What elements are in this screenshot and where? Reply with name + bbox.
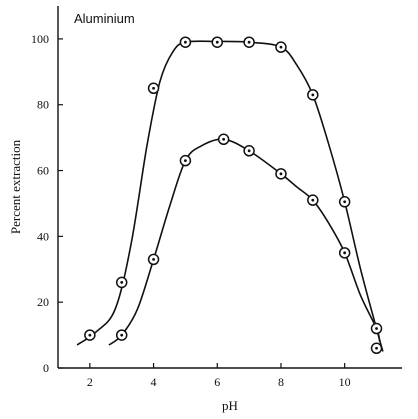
series-2-point [147, 253, 160, 266]
series-1-point [243, 36, 255, 48]
x-tick-label: 6 [214, 375, 220, 389]
y-tick-label: 40 [37, 229, 49, 243]
x-tick-label: 8 [278, 375, 284, 389]
annotation-label: Aluminium [74, 11, 135, 26]
series-1-point [211, 36, 224, 48]
series-1-point [115, 276, 128, 289]
x-tick-label: 4 [151, 375, 157, 389]
series-2-curve [108, 138, 381, 346]
y-tick-label: 20 [37, 295, 49, 309]
y-tick-label: 80 [37, 98, 49, 112]
series-1-point [84, 329, 96, 341]
series-2-point [243, 145, 255, 157]
series-1-point [179, 36, 192, 48]
y-tick-label: 60 [37, 164, 49, 178]
series-2-point [115, 329, 128, 341]
series-1-point [338, 196, 351, 208]
series-2-point [275, 168, 287, 180]
series-2-point [217, 133, 230, 146]
ticks: 0 20 40 60 80 100 2 4 6 8 10 [31, 32, 351, 389]
y-tick-label: 100 [31, 32, 49, 46]
series-1-point [370, 342, 383, 355]
plot-area: 0 20 40 60 80 100 2 4 6 8 10 [31, 6, 402, 389]
data-points [84, 36, 383, 355]
series-1-point [147, 82, 160, 95]
series-2-point [307, 194, 319, 206]
curves [76, 40, 384, 352]
x-axis-title: pH [222, 398, 238, 413]
y-axis-title: Percent extraction [8, 139, 23, 234]
x-tick-label: 2 [87, 375, 93, 389]
series-1-point [307, 89, 319, 101]
series-2-point [338, 247, 351, 259]
x-tick-label: 10 [339, 375, 351, 389]
series-2-point [179, 154, 192, 167]
series-2-point [370, 322, 383, 335]
y-tick-label: 0 [43, 361, 49, 375]
series-1-point [275, 41, 287, 53]
series-1-curve [76, 40, 384, 352]
